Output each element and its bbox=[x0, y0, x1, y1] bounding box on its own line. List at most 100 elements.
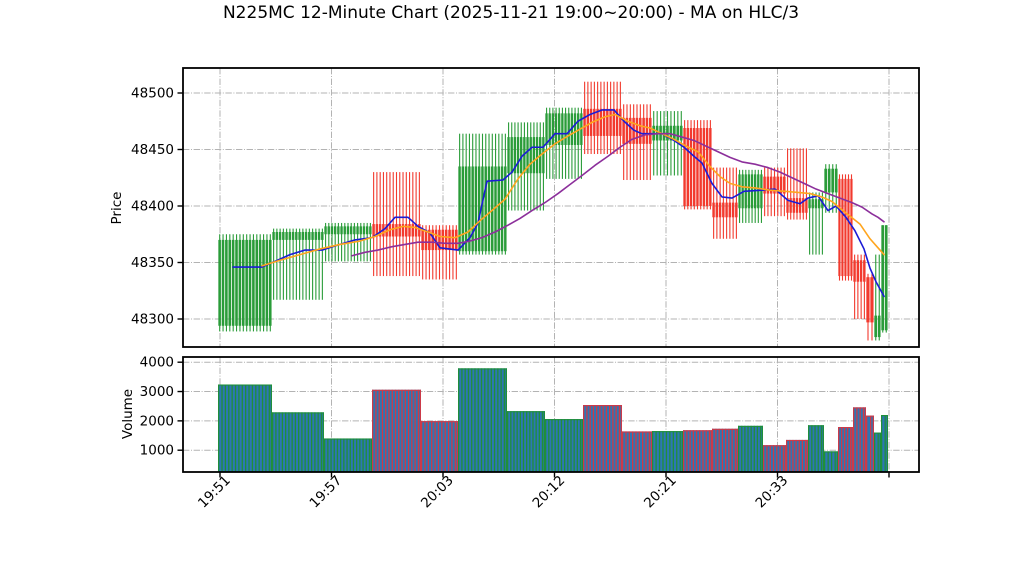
candle-body bbox=[494, 166, 497, 252]
volume-stripe bbox=[879, 432, 881, 472]
candle-group-22 bbox=[881, 225, 888, 333]
volume-fill bbox=[683, 430, 712, 472]
volume-stripe bbox=[756, 425, 759, 472]
volume-stripe bbox=[503, 368, 506, 472]
candle-body bbox=[497, 166, 501, 252]
volume-stripe bbox=[718, 428, 720, 472]
candle-wick bbox=[821, 192, 823, 255]
volume-stripe bbox=[526, 411, 528, 472]
candle-body bbox=[268, 239, 272, 326]
volume-stripe bbox=[738, 425, 740, 472]
candle-body bbox=[504, 166, 507, 252]
volume-stripe bbox=[784, 445, 786, 472]
volume-stripe bbox=[238, 384, 240, 472]
candle-body bbox=[349, 226, 353, 235]
price-panel-border bbox=[182, 67, 920, 348]
candle-body bbox=[689, 128, 693, 206]
candle-wick bbox=[673, 111, 675, 176]
candle-body bbox=[248, 239, 252, 326]
volume-stripe bbox=[642, 431, 644, 472]
candle-body bbox=[874, 315, 878, 338]
candle-body bbox=[491, 166, 494, 252]
price-tick-label: 48400 bbox=[131, 199, 174, 215]
volume-tick-label: 4000 bbox=[140, 355, 174, 371]
candle-wick bbox=[366, 222, 368, 262]
x-tick-label: 19:57 bbox=[307, 473, 346, 512]
candle-body bbox=[255, 239, 259, 326]
volume-stripe bbox=[265, 384, 267, 472]
candle-body bbox=[649, 117, 652, 144]
volume-stripe bbox=[620, 405, 622, 472]
candle-body bbox=[686, 128, 689, 206]
volume-stripe bbox=[538, 411, 540, 472]
volume-bar-22 bbox=[881, 415, 888, 472]
candle-group-18 bbox=[838, 174, 853, 281]
volume-stripe bbox=[864, 407, 866, 472]
volume-top-edge bbox=[421, 421, 458, 423]
volume-top-edge bbox=[853, 407, 866, 409]
candle-body bbox=[763, 176, 766, 194]
volume-stripe bbox=[655, 431, 657, 472]
candle-body bbox=[327, 226, 330, 235]
volume-stripe bbox=[859, 407, 861, 472]
volume-top-edge bbox=[372, 389, 421, 391]
volume-stripe bbox=[529, 411, 531, 472]
volume-top-edge bbox=[683, 430, 712, 432]
candle-body bbox=[583, 108, 586, 136]
volume-stripe bbox=[245, 384, 247, 472]
candle-wick bbox=[787, 148, 789, 220]
volume-stripe bbox=[618, 405, 621, 472]
candle-body bbox=[513, 137, 517, 174]
candle-wick bbox=[656, 111, 658, 176]
volume-stripe bbox=[288, 412, 290, 472]
volume-stripe bbox=[638, 431, 640, 472]
volume-top-edge bbox=[218, 384, 272, 386]
volume-stripe bbox=[721, 428, 724, 472]
volume-stripe bbox=[801, 439, 804, 472]
volume-stripe bbox=[695, 430, 698, 472]
ma-fast-line bbox=[232, 109, 885, 298]
candle-group-21 bbox=[874, 254, 881, 341]
candle-body bbox=[599, 108, 603, 136]
volume-stripe bbox=[838, 427, 840, 472]
volume-stripe bbox=[258, 384, 260, 472]
candle-wick bbox=[432, 225, 434, 280]
volume-fill bbox=[652, 431, 683, 472]
volume-stripe bbox=[847, 427, 849, 472]
volume-stripe bbox=[456, 421, 458, 472]
candle-body bbox=[333, 226, 337, 235]
candle-body bbox=[870, 277, 874, 323]
volume-bar-11 bbox=[683, 430, 712, 472]
candle-body bbox=[884, 225, 888, 331]
volume-stripe bbox=[411, 389, 413, 472]
volume-stripe bbox=[388, 389, 390, 472]
candle-body bbox=[346, 226, 350, 235]
volume-stripe bbox=[824, 451, 826, 472]
volume-top-edge bbox=[866, 415, 874, 417]
candle-body bbox=[757, 174, 760, 209]
volume-stripe bbox=[795, 439, 797, 472]
volume-stripe bbox=[761, 425, 763, 472]
volume-stripe bbox=[268, 384, 270, 472]
volume-stripe bbox=[327, 438, 329, 472]
candle-body bbox=[529, 137, 532, 174]
candle-wick bbox=[666, 111, 669, 176]
volume-stripe bbox=[635, 431, 637, 472]
volume-stripe bbox=[477, 368, 479, 472]
volume-stripe bbox=[808, 425, 810, 472]
candle-body bbox=[773, 176, 776, 194]
candle-body bbox=[738, 174, 741, 209]
x-tick-label: 20:33 bbox=[753, 473, 792, 512]
volume-stripe bbox=[543, 411, 545, 472]
volume-stripe bbox=[844, 427, 846, 472]
candle-body bbox=[853, 260, 856, 282]
candle-wick bbox=[428, 225, 430, 280]
candle-body bbox=[464, 166, 468, 252]
candle-body bbox=[798, 198, 802, 213]
x-tick-label: 20:03 bbox=[418, 473, 457, 512]
price-tick-label: 48300 bbox=[131, 312, 174, 328]
volume-stripe bbox=[336, 438, 339, 472]
candle-body bbox=[805, 198, 808, 213]
candle-wick bbox=[455, 225, 457, 280]
volume-stripe bbox=[251, 384, 254, 472]
